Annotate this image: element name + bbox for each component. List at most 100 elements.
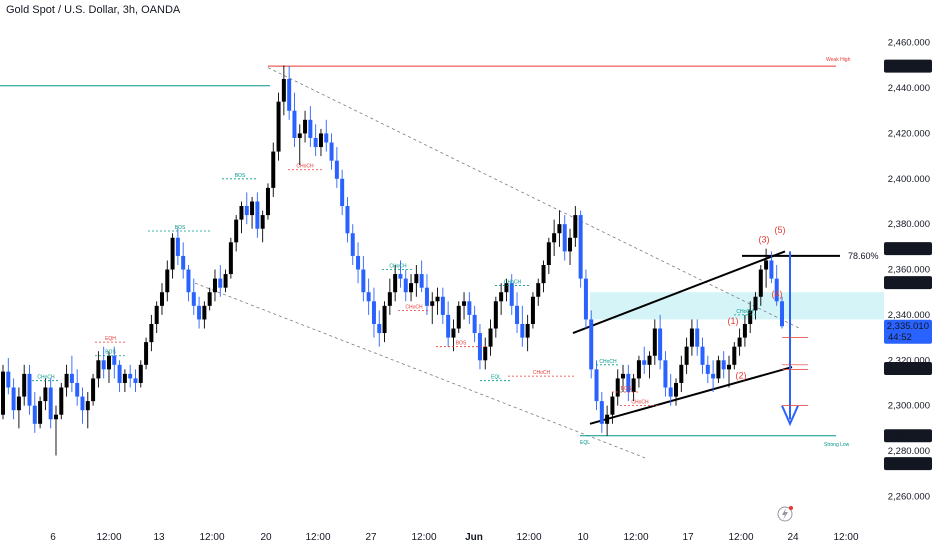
- candle-body: [695, 328, 700, 347]
- candle-body: [467, 301, 472, 315]
- candle-body: [382, 305, 387, 334]
- candle-body: [403, 278, 408, 293]
- candle-body: [451, 328, 456, 338]
- candle-body: [615, 378, 620, 397]
- candle-body: [780, 301, 784, 327]
- x-tick-label: 24: [787, 532, 799, 543]
- smc-label: CHoCH: [599, 359, 617, 365]
- candle-body: [599, 401, 604, 424]
- candle-body: [250, 201, 255, 216]
- candle-body: [297, 133, 302, 138]
- candle-body: [398, 274, 403, 279]
- candle-body: [679, 364, 684, 383]
- candle-body: [265, 187, 270, 216]
- candle-body: [366, 292, 371, 302]
- candle-body: [377, 323, 382, 334]
- candle-body: [610, 396, 615, 415]
- candle-body: [493, 301, 498, 329]
- candle-body: [552, 233, 557, 243]
- y-tick-label: 2,460.000: [888, 38, 930, 49]
- candle-body: [350, 233, 355, 256]
- smc-label: CHoCH: [389, 264, 407, 270]
- candle-body: [96, 360, 101, 379]
- price-label-box: [884, 319, 932, 344]
- candle-body: [69, 373, 74, 383]
- candle-body: [737, 337, 742, 347]
- x-tick-label: 10: [577, 532, 589, 543]
- wave-label: (4): [772, 289, 783, 299]
- candle-body: [684, 346, 689, 365]
- weak-high-label: Weak High: [826, 57, 851, 63]
- candle-body: [700, 346, 705, 365]
- candle-body: [753, 296, 758, 311]
- smc-label: BOS: [235, 173, 246, 179]
- y-tick-label: 2,360.000: [888, 265, 930, 276]
- candle-body: [605, 414, 610, 424]
- candle-body: [149, 323, 154, 343]
- x-tick-label: 12:00: [623, 532, 648, 543]
- candle-body: [11, 387, 16, 411]
- candle-body: [22, 373, 27, 397]
- candle-body: [430, 301, 435, 306]
- candle-body: [689, 328, 694, 347]
- candle-body: [371, 301, 376, 324]
- candle-body: [345, 206, 350, 234]
- candle-body: [212, 278, 217, 293]
- candle-body: [631, 378, 636, 393]
- candle-body: [663, 360, 668, 388]
- candle-body: [32, 405, 37, 424]
- candle-body: [504, 283, 509, 293]
- smc-label: EQL: [491, 375, 501, 381]
- candle-body: [716, 360, 721, 379]
- candle-body: [281, 78, 286, 102]
- candle-body: [758, 269, 763, 297]
- candle-body: [38, 401, 43, 424]
- smc-label: CHoCH: [533, 370, 551, 376]
- candle-body: [578, 215, 583, 279]
- price-label-box: [884, 59, 932, 73]
- candle-body: [133, 378, 138, 383]
- countdown-label: 44:52: [888, 332, 912, 343]
- candle-body: [642, 360, 647, 365]
- x-tick-label: 12:00: [411, 532, 436, 543]
- smc-label: BOS: [105, 350, 116, 356]
- candle-body: [276, 101, 281, 152]
- wedge-upper-line: [572, 250, 786, 334]
- candle-body: [334, 160, 339, 179]
- candle-body: [626, 373, 631, 393]
- candle-body: [674, 382, 679, 397]
- candle-body: [573, 215, 578, 238]
- smc-label: BOS: [621, 386, 632, 392]
- candle-body: [621, 373, 626, 379]
- candle-body: [658, 328, 663, 361]
- candle-body: [27, 373, 32, 406]
- candle-body: [144, 342, 149, 365]
- alert-icon: [777, 506, 793, 522]
- price-label: 2,316.367: [887, 364, 929, 375]
- candle-body: [530, 296, 535, 324]
- candle-body: [409, 283, 414, 293]
- candle-body: [446, 314, 451, 338]
- smc-label: CHoCH: [631, 400, 649, 406]
- price-label: 2,449.674: [887, 61, 929, 72]
- smc-label: CHoCH: [296, 164, 314, 170]
- candle-body: [239, 206, 244, 220]
- smc-label: BOS: [456, 341, 467, 347]
- smc-label: EQH: [105, 336, 116, 342]
- price-label-box: [884, 276, 932, 290]
- eql-label: EQL: [580, 440, 590, 446]
- candle-body: [748, 310, 753, 324]
- candle-body: [583, 278, 588, 320]
- candle-body: [59, 387, 64, 415]
- candle-body: [202, 305, 207, 320]
- candle-body: [393, 274, 398, 293]
- x-tick-label: 12:00: [728, 532, 753, 543]
- candle-body: [742, 323, 747, 338]
- candle-body: [53, 414, 58, 420]
- candle-body: [260, 215, 265, 229]
- candle-body: [329, 142, 334, 161]
- candle-body: [255, 201, 260, 229]
- candle-body: [636, 360, 641, 379]
- candle-body: [159, 292, 164, 306]
